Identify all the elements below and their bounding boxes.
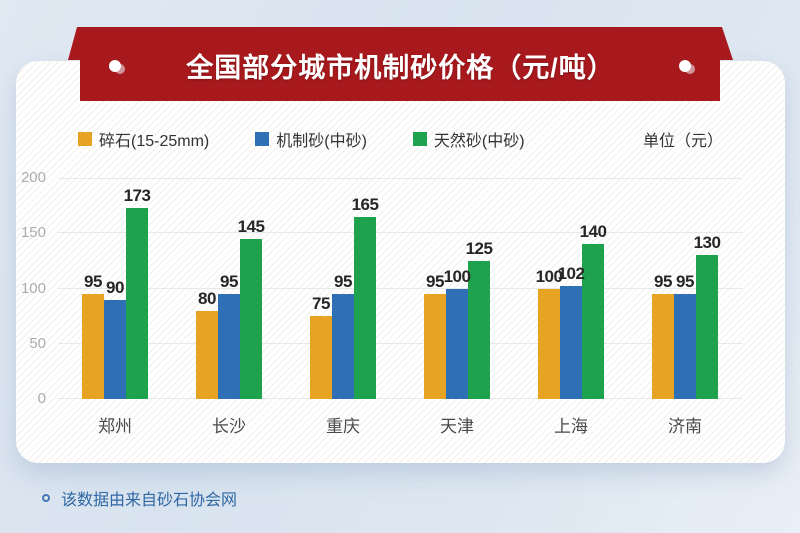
y-axis-label: 200 (20, 169, 46, 186)
bar-value-label: 140 (579, 222, 607, 242)
bar[interactable] (424, 294, 446, 399)
gridline (58, 342, 742, 344)
bar-group: 95 100 125 (400, 178, 514, 399)
chart-title: 全国部分城市机制砂价格（元/吨） (186, 52, 615, 83)
bar-value-label: 100 (535, 266, 563, 286)
legend-label: 碎石(15-25mm) (99, 133, 210, 150)
gridline (58, 287, 742, 289)
bar-column: 100 (535, 178, 563, 399)
x-axis-label: 天津 (440, 417, 474, 436)
y-axis-label: 50 (29, 334, 46, 352)
bar-value-label: 95 (220, 272, 238, 292)
legend-swatch-icon (255, 132, 270, 146)
bar-column: 95 (332, 178, 354, 399)
bar-column: 75 (310, 178, 332, 399)
bar[interactable] (538, 288, 560, 399)
legend-label: 机制砂(中砂) (276, 133, 367, 150)
x-axis-label: 郑州 (98, 417, 132, 436)
bar[interactable] (310, 316, 332, 399)
x-axis-label: 济南 (668, 417, 702, 436)
x-axis-label: 重庆 (326, 417, 360, 436)
bar-group: 80 95 145 (172, 178, 286, 399)
bar-column: 102 (557, 178, 585, 399)
ribbon-dot-left-icon (109, 60, 121, 72)
gridline (58, 398, 742, 399)
bar[interactable] (696, 255, 718, 399)
bar[interactable] (332, 294, 354, 399)
bar-value-label: 80 (198, 288, 216, 308)
bar[interactable] (468, 260, 490, 399)
bar[interactable] (196, 310, 218, 399)
bar-column: 95 (82, 178, 104, 399)
bar-value-label: 102 (557, 264, 585, 284)
bar-group: 95 90 173 (58, 178, 172, 399)
bar-column: 140 (579, 178, 607, 399)
bar[interactable] (82, 294, 104, 399)
legend-label: 天然砂(中砂) (433, 133, 525, 150)
bar-group: 95 95 130 (628, 178, 742, 399)
legend: 碎石(15-25mm) 机制砂(中砂) 天然砂(中砂) 单位（元） (78, 126, 723, 152)
bar[interactable] (218, 294, 240, 399)
legend-item[interactable]: 碎石(15-25mm) (78, 127, 209, 151)
x-axis-label: 长沙 (212, 417, 246, 436)
bar[interactable] (582, 244, 604, 399)
bar-column: 80 (196, 178, 218, 399)
bar[interactable] (104, 299, 126, 399)
bar-column: 95 (424, 178, 446, 399)
bar-value-label: 95 (84, 272, 102, 292)
bar-column: 100 (443, 178, 471, 399)
bar-column: 95 (218, 178, 240, 399)
legend-swatch-icon (412, 132, 427, 146)
plot-area: 95 90 173 80 95 145 75 95 165 95 100 125 100 102 140 95… (58, 178, 742, 399)
y-axis-label: 0 (37, 390, 46, 407)
x-axis-label: 上海 (554, 417, 588, 436)
source-note: 该数据由来自砂石协会网 (42, 486, 237, 510)
bar-column: 130 (693, 178, 721, 399)
bar-value-label: 165 (351, 194, 379, 214)
title-ribbon: 全国部分城市机制砂价格（元/吨） (68, 27, 733, 101)
unit-label: 单位（元） (642, 133, 723, 150)
bar-column: 125 (465, 178, 493, 399)
y-axis-label: 150 (20, 224, 46, 242)
bar-column: 173 (123, 178, 151, 399)
bar[interactable] (126, 207, 148, 399)
bar-column: 95 (652, 178, 674, 399)
source-note-text: 该数据由来自砂石协会网 (61, 492, 238, 509)
bar-value-label: 90 (106, 277, 124, 297)
gridline (58, 232, 742, 234)
legend-item[interactable]: 机制砂(中砂) (255, 127, 367, 151)
bar-value-label: 145 (237, 216, 265, 236)
bar-column: 90 (104, 178, 126, 399)
y-axis-label: 100 (20, 279, 46, 297)
bar-column: 145 (237, 178, 265, 399)
bar-value-label: 95 (426, 272, 444, 292)
bar-value-label: 95 (334, 272, 352, 292)
bar-value-label: 75 (312, 294, 330, 314)
bar[interactable] (446, 288, 468, 399)
bar[interactable] (652, 294, 674, 399)
bar[interactable] (354, 216, 376, 399)
bar-value-label: 130 (693, 233, 721, 253)
bar-group: 75 95 165 (286, 178, 400, 399)
bar-value-label: 173 (123, 185, 151, 205)
legend-swatch-icon (78, 132, 92, 146)
y-axis: 0 50 100 150 200 (8, 169, 46, 407)
bar-value-label: 95 (676, 272, 694, 292)
bar-column: 165 (351, 178, 379, 399)
bar-value-label: 95 (654, 272, 672, 292)
ribbon-dot-right-icon (679, 60, 691, 72)
bar[interactable] (240, 238, 262, 399)
bar-value-label: 100 (443, 266, 471, 286)
bar[interactable] (674, 294, 696, 399)
x-axis: 郑州 长沙 重庆 天津 上海 济南 (58, 412, 742, 437)
gridline (58, 178, 742, 179)
bar[interactable] (560, 286, 582, 399)
bar-value-label: 125 (465, 238, 493, 258)
bar-column: 95 (674, 178, 696, 399)
circle-bullet-icon (42, 494, 50, 502)
bar-group: 100 102 140 (514, 178, 628, 399)
legend-item[interactable]: 天然砂(中砂) (412, 127, 525, 151)
bar-groups: 95 90 173 80 95 145 75 95 165 95 100 125 100 102 140 95… (58, 178, 742, 399)
